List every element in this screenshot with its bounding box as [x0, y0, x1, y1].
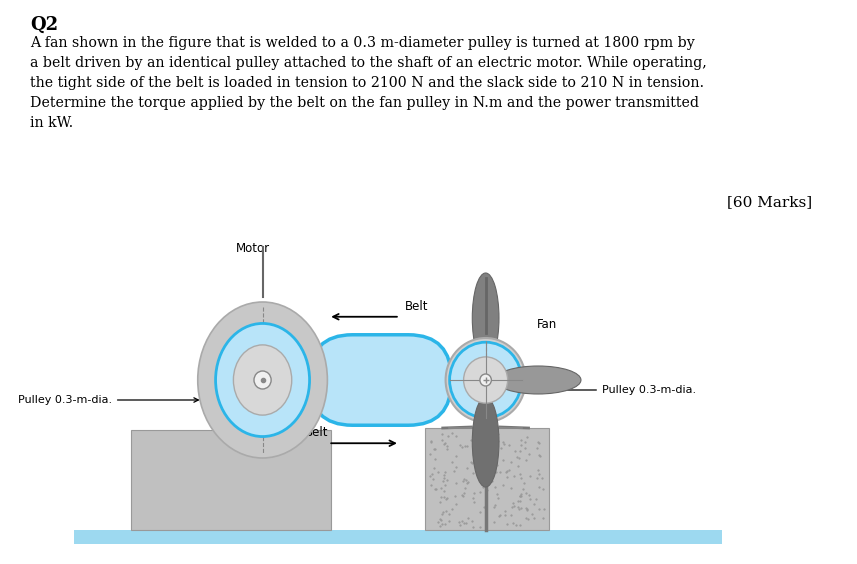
Ellipse shape: [198, 302, 327, 458]
Text: Fan: Fan: [537, 318, 557, 331]
Ellipse shape: [472, 273, 499, 363]
Text: Motor: Motor: [236, 242, 270, 255]
FancyBboxPatch shape: [309, 335, 452, 425]
Bar: [424, 428, 548, 530]
Ellipse shape: [472, 397, 499, 487]
Ellipse shape: [495, 366, 581, 394]
Ellipse shape: [464, 357, 507, 403]
Ellipse shape: [480, 374, 491, 386]
Text: Belt: Belt: [304, 426, 328, 439]
Ellipse shape: [450, 342, 522, 418]
Text: Pulley 0.3-m-dia.: Pulley 0.3-m-dia.: [18, 395, 198, 405]
Text: Pulley 0.3-m-dia.: Pulley 0.3-m-dia.: [533, 385, 696, 395]
Ellipse shape: [254, 371, 271, 389]
Text: Q2: Q2: [30, 16, 58, 34]
Ellipse shape: [233, 345, 291, 415]
Ellipse shape: [446, 338, 525, 422]
Ellipse shape: [390, 366, 476, 394]
Bar: [131, 430, 331, 530]
Bar: [74, 530, 722, 544]
Bar: [219, 425, 305, 435]
Text: A fan shown in the figure that is welded to a 0.3 m-diameter pulley is turned at: A fan shown in the figure that is welded…: [30, 36, 707, 130]
Text: [60 Marks]: [60 Marks]: [728, 195, 812, 209]
Text: Belt: Belt: [405, 299, 428, 313]
Ellipse shape: [216, 323, 309, 437]
Bar: [234, 398, 296, 433]
